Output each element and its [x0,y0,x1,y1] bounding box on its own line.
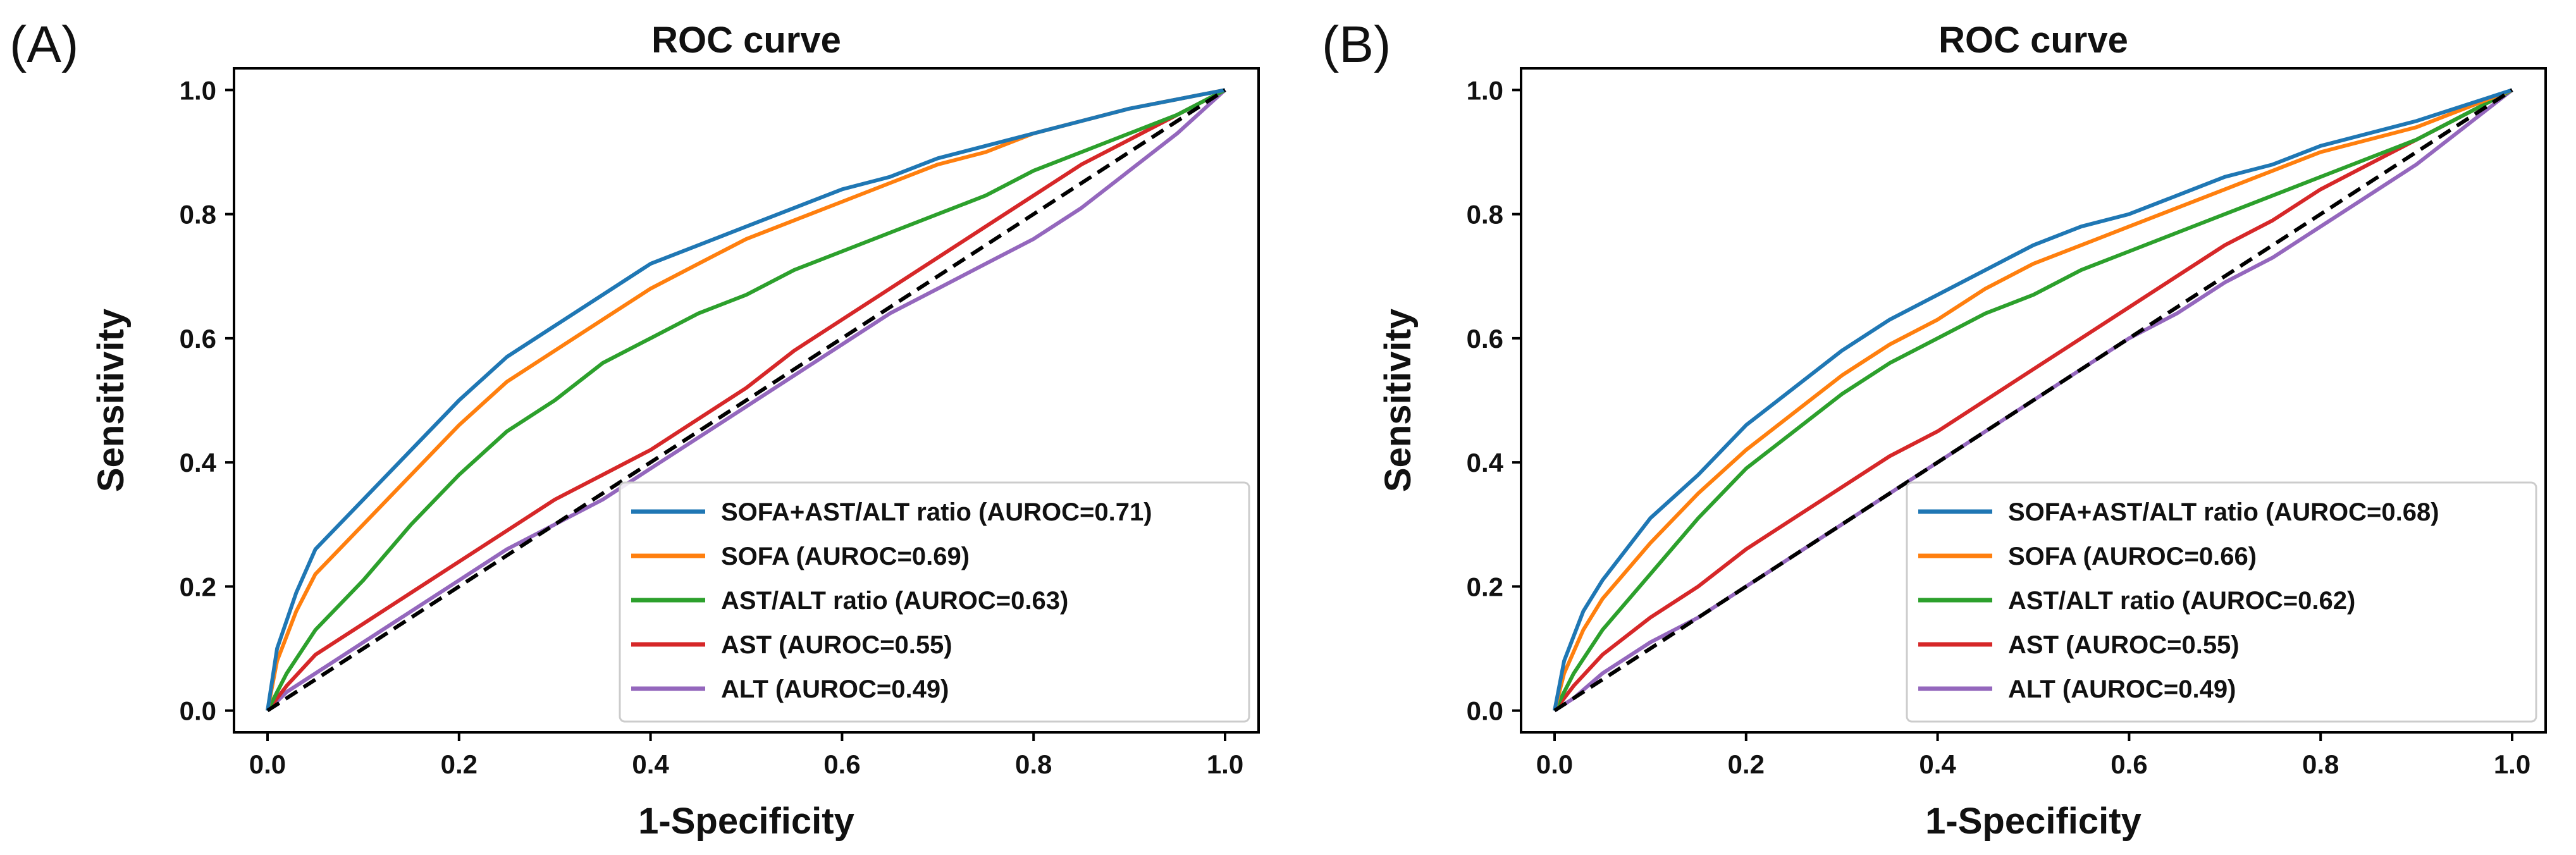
roc-line [266,88,1226,711]
y-tick-label: 0.4 [180,448,217,477]
y-axis-label: Sensitivity [1377,309,1419,492]
x-tick-label: 0.8 [1015,749,1052,779]
legend: SOFA+AST/ALT ratio (AUROC=0.68) SOFA (AU… [1906,481,2537,723]
roc-line [1553,88,2513,712]
ticks: 0.0 0.2 0.4 0.6 0.8 1.0 0.0 0.2 0.4 0.6 … [1467,75,2531,779]
legend-label: AST/ALT ratio (AUROC=0.62) [2008,587,2355,615]
legend-label: AST/ALT ratio (AUROC=0.63) [721,587,1068,615]
roc-line [266,88,1226,712]
x-axis-label: 1-Specificity [638,801,854,842]
legend: SOFA+AST/ALT ratio (AUROC=0.71) SOFA (AU… [619,481,1250,723]
roc-line [1553,88,2513,711]
y-tick-label: 0.0 [180,696,216,726]
y-tick-label: 1.0 [180,75,216,105]
legend-label: AST (AUROC=0.55) [721,631,952,659]
x-tick-label: 0.4 [1919,749,1956,779]
diagonal-reference-line [1553,88,2513,713]
panel-b: (B) ROC curve Sensitivity 1-Specificity … [1322,16,2547,842]
x-tick-label: 0.6 [2111,749,2147,779]
x-tick-label: 1.0 [2494,749,2530,779]
y-tick-label: 0.2 [180,572,216,601]
ticks: 0.0 0.2 0.4 0.6 0.8 1.0 0.0 0.2 0.4 0.6 … [180,75,1244,779]
legend-box [1906,481,2537,723]
legend-label: AST (AUROC=0.55) [2008,631,2240,659]
y-tick-label: 0.2 [1467,572,1503,601]
legend-label: SOFA (AUROC=0.66) [2008,543,2257,570]
chart-title: ROC curve [651,20,841,61]
legend-label: SOFA+AST/ALT ratio (AUROC=0.68) [2008,498,2439,526]
y-tick-label: 0.0 [1467,696,1503,726]
diagonal-reference-line [266,88,1226,713]
legend-label: SOFA (AUROC=0.69) [721,543,970,570]
legend-label: ALT (AUROC=0.49) [721,675,949,703]
x-axis-label: 1-Specificity [1925,801,2142,842]
x-tick-label: 1.0 [1207,749,1243,779]
panel-label: (A) [9,16,78,73]
y-tick-label: 0.8 [180,200,216,230]
legend-box [619,481,1250,723]
legend-label: ALT (AUROC=0.49) [2008,675,2236,703]
y-tick-label: 0.8 [1467,200,1503,230]
y-tick-label: 1.0 [1467,75,1503,105]
x-tick-label: 0.0 [1536,749,1573,779]
roc-line [1553,88,2513,712]
x-tick-label: 0.2 [1728,749,1765,779]
y-tick-label: 0.6 [180,324,216,354]
roc-line [266,89,1227,712]
x-tick-label: 0.4 [632,749,669,779]
y-tick-label: 0.6 [1467,324,1503,354]
chart-title: ROC curve [1938,20,2128,61]
legend-label: SOFA+AST/ALT ratio (AUROC=0.71) [721,498,1152,526]
x-tick-label: 0.0 [249,749,286,779]
roc-line [266,88,1226,712]
x-tick-label: 0.8 [2302,749,2339,779]
x-tick-label: 0.2 [441,749,478,779]
roc-line [1553,88,2513,711]
x-tick-label: 0.6 [823,749,860,779]
y-tick-label: 0.4 [1467,448,1504,477]
panel-label: (B) [1322,16,1391,73]
panel-a: (A) ROC curve Sensitivity 1-Specificity … [9,16,1260,842]
y-axis-label: Sensitivity [90,309,132,492]
